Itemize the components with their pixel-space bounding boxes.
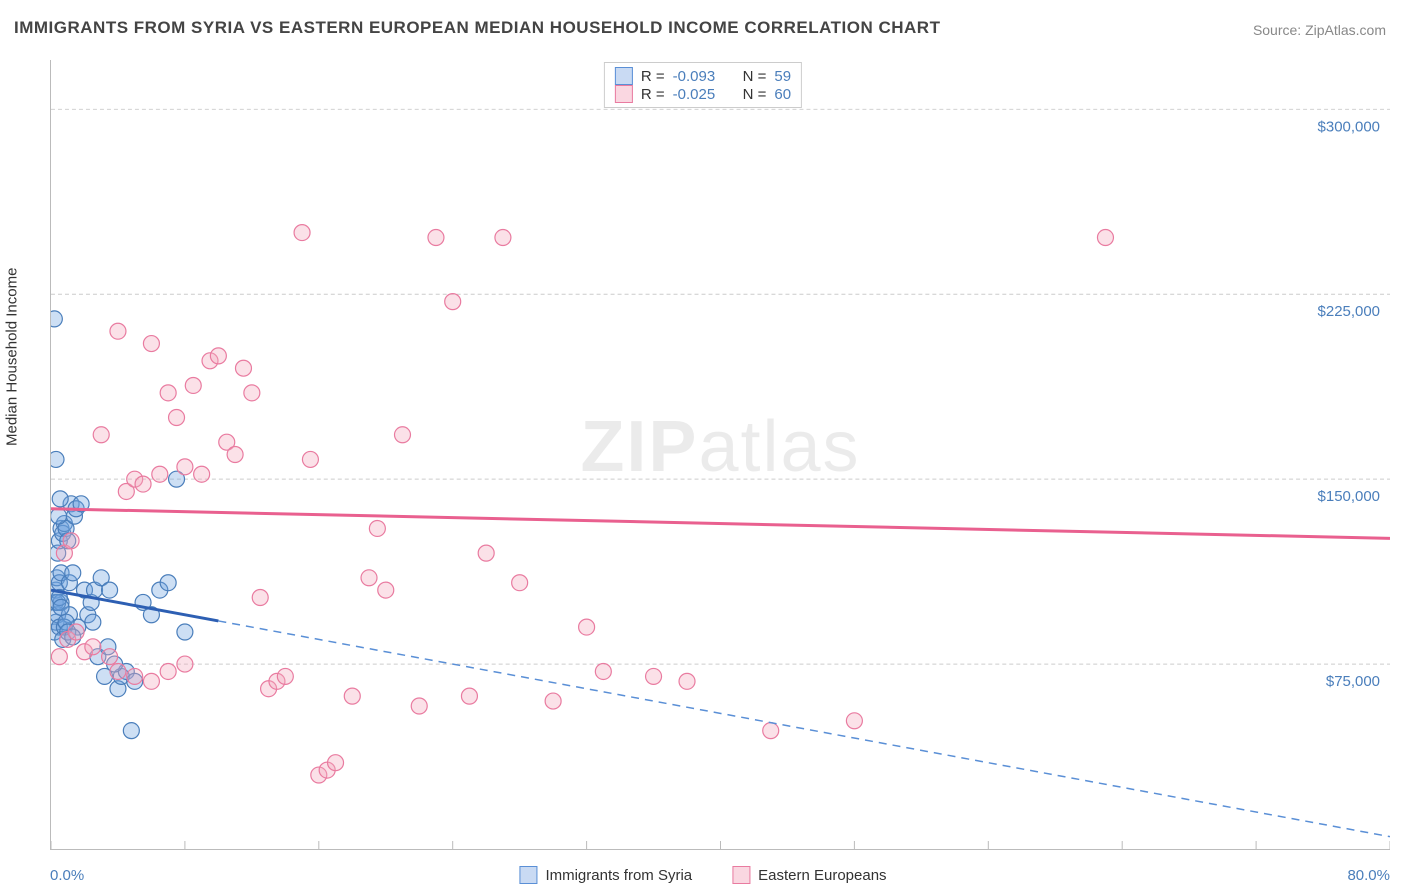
data-point [235,360,251,376]
r-value: -0.025 [673,86,729,103]
data-point [478,545,494,561]
data-point [135,476,151,492]
data-point [160,385,176,401]
data-point [160,663,176,679]
data-point [495,230,511,246]
source-link[interactable]: ZipAtlas.com [1305,22,1386,38]
legend-swatch [615,67,633,85]
data-point [763,723,779,739]
data-point [411,698,427,714]
source-label: Source: [1253,22,1301,38]
legend-row: R = -0.093 N = 59 [615,67,791,85]
data-point [53,599,69,615]
data-point [328,755,344,771]
n-label: N = [743,68,767,85]
data-point [185,377,201,393]
data-point [102,582,118,598]
data-point [177,624,193,640]
data-point [85,614,101,630]
legend-row: R = -0.025 N = 60 [615,85,791,103]
series-legend: Immigrants from Syria Eastern Europeans [519,866,886,884]
data-point [679,673,695,689]
data-point [302,451,318,467]
correlation-legend: R = -0.093 N = 59 R = -0.025 N = 60 [604,62,802,108]
data-point [277,668,293,684]
data-point [51,311,62,327]
data-point [127,668,143,684]
data-point [579,619,595,635]
data-point [194,466,210,482]
data-point [93,427,109,443]
data-point [369,520,385,536]
data-point [461,688,477,704]
data-point [545,693,561,709]
legend-label: Eastern Europeans [758,867,886,884]
data-point [160,575,176,591]
legend-label: Immigrants from Syria [545,867,692,884]
legend-swatch [519,866,537,884]
data-point [63,533,79,549]
data-point [177,459,193,475]
data-point [169,410,185,426]
data-point [85,639,101,655]
data-point [244,385,260,401]
data-point [252,590,268,606]
data-point [102,649,118,665]
n-value: 60 [774,86,791,103]
data-point [65,565,81,581]
r-label: R = [641,86,665,103]
data-point [152,466,168,482]
data-point [68,624,84,640]
chart-svg: $75,000 $150,000 $225,000 $300,000 [51,60,1390,849]
x-max-label: 80.0% [1347,867,1390,884]
y-tick-label: $150,000 [1318,488,1380,505]
legend-item: Eastern Europeans [732,866,886,884]
data-point [51,649,67,665]
data-point [445,294,461,310]
data-point [512,575,528,591]
n-label: N = [743,86,767,103]
legend-swatch [732,866,750,884]
data-point [428,230,444,246]
legend-item: Immigrants from Syria [519,866,692,884]
data-point [123,723,139,739]
r-value: -0.093 [673,68,729,85]
data-point [646,668,662,684]
legend-swatch [615,85,633,103]
r-label: R = [641,68,665,85]
data-point [51,451,64,467]
data-point [227,447,243,463]
data-point [210,348,226,364]
y-tick-label: $300,000 [1318,118,1380,135]
data-point [344,688,360,704]
y-axis-title: Median Household Income [4,268,21,446]
chart-container: IMMIGRANTS FROM SYRIA VS EASTERN EUROPEA… [0,0,1406,892]
y-tick-label: $225,000 [1318,303,1380,320]
x-min-label: 0.0% [50,867,84,884]
data-point [110,323,126,339]
data-point [51,508,67,524]
data-point [394,427,410,443]
data-point [361,570,377,586]
data-point [378,582,394,598]
data-point [143,336,159,352]
chart-title: IMMIGRANTS FROM SYRIA VS EASTERN EUROPEA… [14,18,940,38]
source-attribution: Source: ZipAtlas.com [1253,22,1386,38]
data-point [595,663,611,679]
data-point [294,225,310,241]
data-point [177,656,193,672]
y-tick-label: $75,000 [1326,673,1380,690]
data-point [846,713,862,729]
n-value: 59 [774,68,791,85]
data-point [110,663,126,679]
data-point [52,491,68,507]
plot-area: ZIPatlas $75,000$150,000$225,000$300,000 [50,60,1390,850]
data-point [1097,230,1113,246]
data-point [143,673,159,689]
